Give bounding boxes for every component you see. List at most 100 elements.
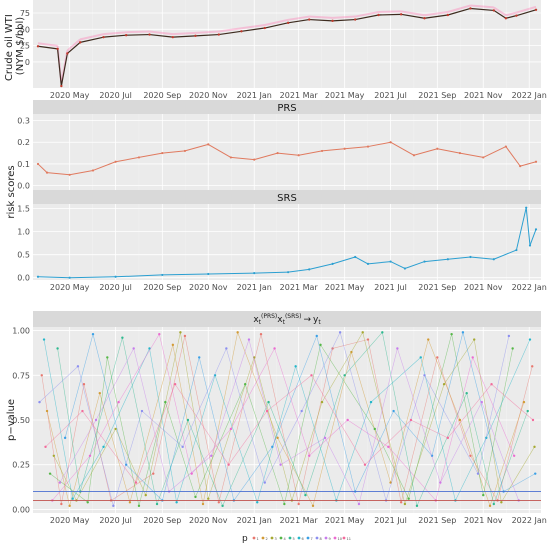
oil-band-segment — [66, 38, 81, 52]
srs-x-tick-label: 2020 May — [50, 283, 90, 292]
oil-band-segment — [287, 15, 310, 21]
pvalue-line-segment — [491, 384, 534, 421]
oil-series — [36, 4, 538, 88]
pvalue-point — [490, 383, 493, 386]
pv-x-tick-label: 2020 Nov — [189, 516, 228, 525]
oil-band-segment — [332, 15, 356, 19]
pv-x-tick-label: 2020 Jul — [99, 516, 132, 525]
oil-band-segment — [400, 10, 425, 17]
oil-band-segment — [309, 15, 333, 19]
pvalue-point — [476, 472, 480, 475]
srs-x-tick-label: 2021 Nov — [464, 283, 503, 292]
oil-band-segment — [172, 31, 196, 36]
prs-line-segment — [344, 146, 369, 150]
pvalue-line-segment — [339, 332, 387, 501]
pvalue-point — [112, 504, 115, 508]
pvalue-point — [243, 383, 247, 386]
prs-point — [207, 143, 210, 146]
pvalue-point — [227, 463, 230, 466]
pvalue-line-segment — [404, 384, 445, 505]
srs-x-tick-label: 2021 Mar — [280, 283, 319, 292]
prs-line-segment — [321, 148, 345, 152]
pvalue-line-segment — [466, 393, 495, 505]
prs-line-segment — [69, 169, 94, 176]
srs-x-tick-label: 2022 Jan — [512, 283, 547, 292]
pvalue-line-segment — [59, 419, 97, 483]
pvalue-point — [181, 445, 184, 449]
oil-band-segment — [447, 4, 471, 13]
pvalue-line-segment — [295, 366, 337, 501]
pv-x-tick-label: 2021 Jan — [237, 516, 272, 525]
legend-key — [333, 536, 337, 540]
oil-line-segment — [355, 14, 379, 21]
oil-point — [194, 34, 197, 38]
pvalue-line-segment — [382, 332, 418, 506]
srs-line-segment — [309, 263, 333, 270]
pvalue-point — [265, 409, 269, 413]
pvalue-point — [500, 501, 503, 504]
oil-point — [102, 35, 105, 39]
oil-band-segment — [241, 24, 265, 30]
legend-label: 9 — [329, 537, 331, 541]
prs-point — [68, 173, 71, 176]
srs-x-tick-label: 2021 Jan — [237, 283, 272, 292]
pvalue-strip-title: xt(PRS)xt(SRS) → yt — [253, 313, 321, 326]
prs-line-segment — [138, 152, 163, 158]
pv-x-tick-label: 2021 Mar — [280, 516, 319, 525]
pvalue-line-segment — [39, 366, 79, 403]
srs-x-tick-label: 2021 May — [325, 283, 365, 292]
oil-line-segment — [424, 14, 448, 19]
oil-band-segment — [505, 11, 517, 17]
oil-band-segment — [37, 42, 58, 47]
pvalue-title-sub2: t — [283, 319, 286, 326]
pvalue-point — [366, 338, 370, 341]
pvalue-line-segment — [451, 334, 484, 496]
pvalue-point — [279, 463, 282, 466]
prs-line-segment — [254, 152, 278, 161]
pvalue-line-segment — [46, 410, 70, 506]
pvalue-point — [52, 454, 56, 457]
srs-y-tick-label: 1.0 — [17, 228, 30, 237]
pvalue-point — [311, 504, 315, 508]
legend-title: p — [242, 534, 248, 544]
pvalue-point — [320, 400, 324, 404]
pvalue-point — [271, 445, 274, 449]
srs-point — [161, 273, 164, 277]
prs-point — [436, 147, 439, 150]
pvalue-point — [323, 436, 327, 440]
pv-x-tick-label: 2021 May — [325, 516, 365, 525]
pvalue-line-segment — [312, 351, 352, 506]
srs-point — [492, 258, 495, 261]
oil-gridlines — [33, 0, 541, 88]
srs-y-tick-label: 0.5 — [17, 251, 30, 260]
pvalue-point — [283, 502, 286, 506]
oil-x-tick-label: 2021 Nov — [464, 91, 503, 100]
pv-y-tick-label: 0.75 — [12, 371, 30, 380]
pvalue-line-segment — [440, 401, 483, 483]
prs-line-segment — [367, 141, 391, 148]
oil-line-segment — [309, 18, 333, 22]
prs-line-segment — [413, 148, 438, 156]
pvalue-point — [273, 347, 276, 350]
pvalue-point — [357, 502, 361, 506]
srs-point — [525, 206, 528, 209]
pvalue-line-segment — [57, 348, 81, 492]
pvalue-line-segment — [52, 455, 91, 501]
srs-point — [331, 262, 334, 265]
pv-x-tick-label: 2021 Nov — [464, 516, 503, 525]
pvalue-line-segment — [493, 410, 528, 505]
oil-point — [217, 33, 221, 36]
pvalue-line-segment — [264, 410, 302, 483]
pvalue-point — [522, 400, 526, 404]
pvalue-line-segment — [268, 402, 306, 496]
oil-line-segment — [60, 53, 68, 87]
pvalue-point — [63, 436, 67, 440]
pvalue-line-segment — [321, 332, 363, 403]
srs-line-segment — [515, 207, 527, 251]
srs-strip-title: SRS — [277, 193, 297, 204]
pvalue-line-segment — [364, 419, 412, 465]
oil-point — [60, 84, 63, 88]
legend-label: 4 — [284, 537, 287, 541]
pvalue-line-segment — [481, 402, 519, 501]
pvalue-point — [121, 336, 124, 339]
